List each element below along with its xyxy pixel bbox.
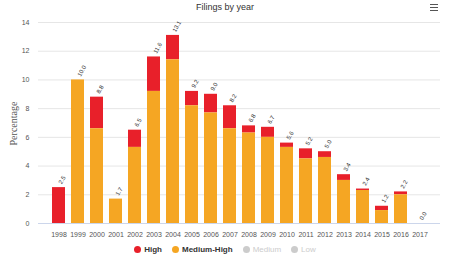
svg-text:2: 2 [26,191,30,198]
svg-text:5.0: 5.0 [323,138,333,149]
svg-text:2014: 2014 [355,231,371,238]
svg-text:9.0: 9.0 [209,81,219,92]
html-text:Medium-High: Medium-High [182,244,233,254]
svg-text:0.0: 0.0 [418,210,428,221]
svg-text:2011: 2011 [298,231,313,238]
svg-text:2005: 2005 [184,231,200,238]
svg-text:8.8: 8.8 [95,84,105,95]
svg-text:13.1: 13.1 [171,19,182,33]
svg-text:14: 14 [22,19,30,26]
svg-text:2013: 2013 [336,231,352,238]
svg-text:6.7: 6.7 [266,114,276,125]
html-text:Low: Low [301,244,316,254]
svg-text:0: 0 [26,220,30,227]
svg-text:10.0: 10.0 [76,64,87,78]
svg-text:2006: 2006 [203,231,219,238]
svg-text:10: 10 [22,76,30,83]
svg-text:6.5: 6.5 [133,117,143,128]
svg-text:12: 12 [22,47,30,54]
svg-text:2010: 2010 [279,231,295,238]
svg-text:2.5: 2.5 [57,174,67,185]
svg-text:2016: 2016 [393,231,409,238]
html-text:Percentage: Percentage [7,101,19,146]
svg-text:4: 4 [26,162,30,169]
svg-text:2000: 2000 [89,231,105,238]
svg-text:2004: 2004 [165,231,181,238]
svg-text:11.6: 11.6 [152,41,163,54]
svg-text:9.2: 9.2 [190,78,200,89]
svg-text:2.2: 2.2 [399,179,409,190]
svg-text:1.7: 1.7 [114,186,124,197]
svg-text:1.2: 1.2 [380,193,390,204]
html-text:Filings by year: Filings by year [196,2,254,12]
svg-text:1998: 1998 [51,231,67,238]
html-text:Medium: Medium [252,244,282,254]
svg-text:8.2: 8.2 [228,92,238,103]
svg-text:2009: 2009 [260,231,276,238]
svg-text:2.4: 2.4 [361,176,371,187]
svg-text:3.4: 3.4 [342,161,352,172]
svg-text:2007: 2007 [222,231,238,238]
svg-text:5.2: 5.2 [304,136,314,147]
svg-text:2002: 2002 [127,231,143,238]
svg-text:2017: 2017 [412,231,428,238]
svg-text:2012: 2012 [317,231,333,238]
html-text:High: High [144,244,162,254]
svg-text:2008: 2008 [241,231,257,238]
svg-text:2003: 2003 [146,231,162,238]
svg-text:6: 6 [26,134,30,141]
svg-text:1999: 1999 [70,231,86,238]
svg-text:6.8: 6.8 [247,113,257,124]
svg-text:2001: 2001 [108,231,124,238]
svg-text:5.6: 5.6 [285,130,295,141]
svg-text:8: 8 [26,105,30,112]
svg-text:2015: 2015 [374,231,390,238]
